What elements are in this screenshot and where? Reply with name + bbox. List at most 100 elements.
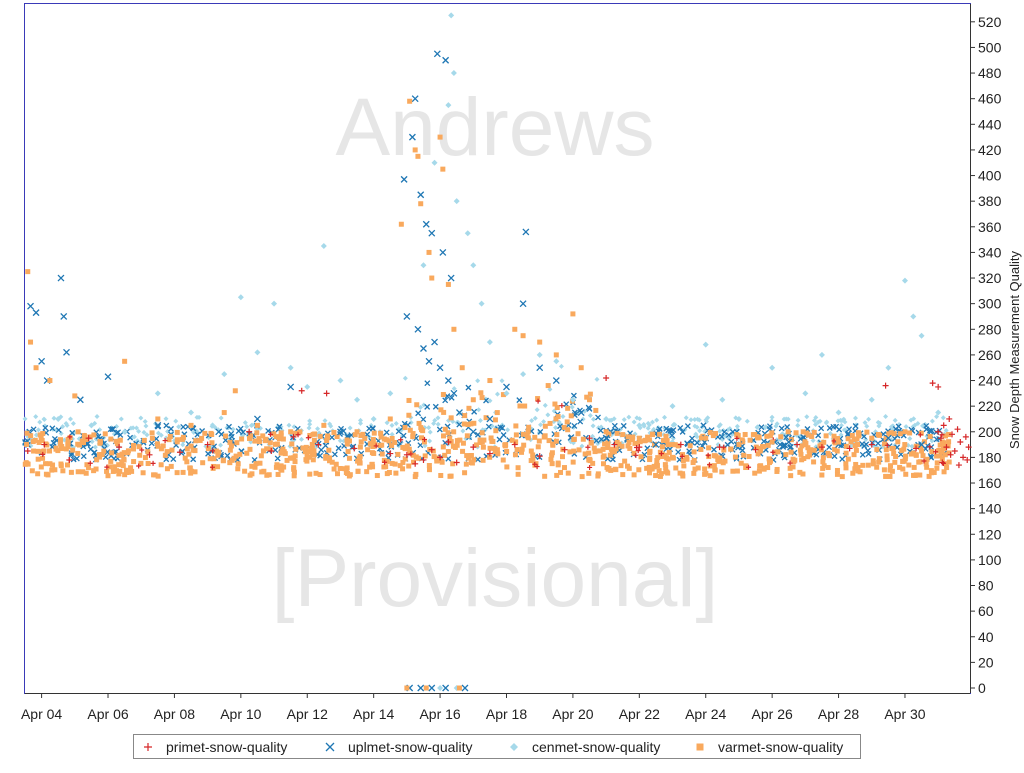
varmet-snow-quality-point — [897, 464, 903, 470]
primet-snow-quality-point — [716, 444, 723, 451]
varmet-snow-quality-point — [479, 430, 485, 436]
varmet-snow-quality-point — [60, 468, 66, 474]
uplmet-snow-quality-point — [403, 313, 411, 320]
uplmet-snow-quality-point — [758, 424, 765, 431]
uplmet-snow-quality-point — [369, 425, 376, 432]
uplmet-snow-quality-point — [503, 383, 510, 391]
varmet-snow-quality-point — [766, 456, 772, 462]
varmet-snow-quality-point — [162, 452, 168, 458]
varmet-snow-quality-point — [116, 471, 122, 477]
cenmet-snow-quality-point — [532, 415, 538, 421]
varmet-snow-quality-point — [402, 456, 408, 462]
varmet-snow-quality-point — [664, 438, 670, 444]
varmet-snow-quality-point — [647, 470, 653, 476]
legend-marker-primet-snow-quality — [144, 743, 152, 751]
varmet-snow-quality-point — [202, 430, 208, 436]
varmet-snow-quality-point — [264, 446, 270, 452]
varmet-snow-quality-point — [99, 452, 105, 458]
cenmet-snow-quality-point — [254, 349, 261, 356]
varmet-snow-quality-point — [362, 435, 368, 441]
primet-snow-quality-point — [139, 447, 145, 453]
varmet-snow-quality-point — [854, 436, 860, 442]
primet-snow-quality-point — [85, 435, 92, 442]
varmet-snow-quality-point — [655, 455, 661, 461]
varmet-snow-quality-point — [121, 456, 127, 462]
primet-snow-quality-point — [534, 464, 540, 470]
varmet-snow-quality-point — [81, 440, 87, 446]
varmet-snow-quality-point — [249, 471, 255, 477]
legend-label: uplmet-snow-quality — [348, 739, 473, 755]
y-tick-label: 300 — [978, 296, 1002, 312]
y-tick-label: 280 — [978, 321, 1002, 337]
cenmet-snow-quality-point — [503, 390, 510, 397]
cenmet-snow-quality-point — [464, 230, 471, 237]
x-tick-label: Apr 26 — [752, 706, 793, 722]
uplmet-snow-quality-point — [337, 428, 344, 436]
cenmet-snow-quality-point — [221, 371, 228, 378]
primet-snow-quality-point — [24, 447, 31, 454]
varmet-snow-quality-point — [849, 432, 855, 438]
varmet-snow-quality-point — [24, 430, 30, 436]
varmet-snow-quality-point — [274, 462, 280, 468]
varmet-snow-quality-point — [303, 444, 309, 450]
varmet-snow-quality-point — [325, 434, 331, 440]
cenmet-snow-quality-point — [422, 443, 428, 449]
uplmet-snow-quality-point — [469, 428, 477, 436]
varmet-snow-quality-point — [677, 470, 683, 476]
uplmet-snow-quality-point — [274, 455, 281, 462]
varmet-snow-quality-point — [554, 472, 560, 478]
cenmet-snow-quality-point — [41, 416, 47, 422]
varmet-snow-quality-point — [907, 430, 913, 436]
varmet-snow-quality-point — [210, 463, 216, 469]
y-tick-label: 480 — [978, 65, 1002, 81]
varmet-snow-quality-point — [691, 457, 697, 463]
varmet-snow-quality-point — [323, 455, 329, 461]
uplmet-snow-quality-point — [442, 56, 450, 64]
uplmet-snow-quality-point — [577, 409, 585, 417]
cenmet-snow-quality-point — [542, 402, 548, 408]
varmet-snow-quality-point — [716, 458, 722, 464]
varmet-snow-quality-point — [395, 451, 401, 457]
varmet-snow-quality-point — [479, 395, 485, 401]
varmet-snow-quality-point — [766, 460, 772, 466]
cenmet-snow-quality-point — [138, 415, 144, 421]
cenmet-snow-quality-point — [218, 415, 224, 421]
y-tick-label: 100 — [978, 552, 1002, 568]
varmet-snow-quality-point — [576, 447, 582, 453]
cenmet-snow-quality-point — [68, 416, 74, 422]
varmet-snow-quality-point — [775, 449, 781, 455]
varmet-snow-quality-point — [707, 463, 713, 469]
varmet-snow-quality-point — [632, 440, 638, 446]
varmet-snow-quality-point — [494, 447, 500, 453]
varmet-snow-quality-point — [530, 455, 536, 461]
primet-snow-quality-point — [913, 445, 920, 452]
varmet-snow-quality-point — [57, 440, 63, 446]
varmet-snow-quality-point — [292, 453, 298, 459]
varmet-snow-quality-point — [386, 438, 392, 444]
varmet-snow-quality-point — [232, 388, 238, 394]
varmet-snow-quality-point — [651, 442, 657, 448]
cenmet-snow-quality-point — [453, 198, 460, 205]
varmet-snow-quality-point — [659, 444, 665, 450]
varmet-snow-quality-point — [129, 468, 135, 474]
cenmet-snow-quality-point — [536, 351, 543, 358]
varmet-snow-quality-point — [869, 435, 875, 441]
varmet-snow-quality-point — [188, 443, 194, 449]
varmet-snow-quality-point — [548, 456, 554, 462]
primet-snow-quality-point — [831, 438, 837, 444]
primet-snow-quality-point — [561, 446, 568, 453]
varmet-snow-quality-point — [70, 447, 76, 453]
varmet-snow-quality-point — [468, 421, 474, 427]
varmet-snow-quality-point — [620, 432, 626, 438]
primet-snow-quality-point — [67, 434, 73, 440]
y-tick-label: 140 — [978, 501, 1002, 517]
varmet-snow-quality-point — [289, 441, 295, 447]
cenmet-snow-quality-point — [569, 404, 575, 410]
varmet-snow-quality-point — [521, 442, 527, 448]
varmet-snow-quality-point — [852, 466, 858, 472]
varmet-snow-quality-point — [620, 472, 626, 478]
varmet-snow-quality-point — [897, 431, 903, 437]
varmet-snow-quality-point — [821, 463, 827, 469]
uplmet-snow-quality-point — [57, 274, 65, 282]
varmet-snow-quality-point — [740, 439, 746, 445]
